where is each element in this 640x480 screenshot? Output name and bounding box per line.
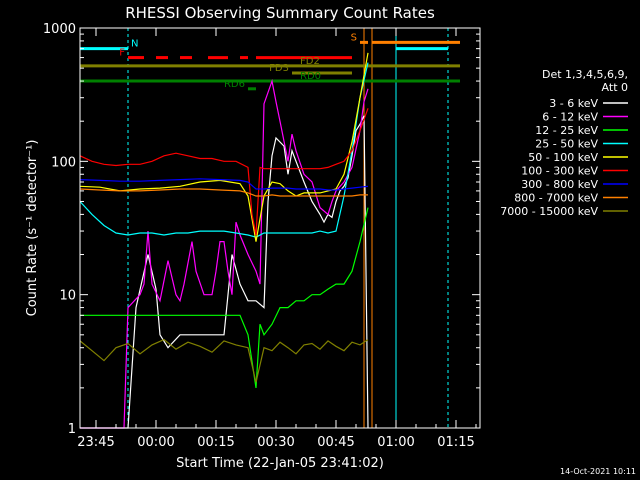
series-line-5 <box>79 108 369 236</box>
series-lines <box>79 52 369 429</box>
flag-label-fd2: FD2 <box>300 56 320 67</box>
flag-label-fd3: FD3 <box>269 63 289 74</box>
plot-frame <box>79 27 481 429</box>
legend-label-6: 300 - 800 keV <box>521 178 598 191</box>
y-tick-label-2: 100 <box>51 155 76 170</box>
flag-label-n: N <box>131 39 138 50</box>
legend-label-8: 7000 - 15000 keV <box>500 205 598 218</box>
vertical-markers <box>127 28 449 428</box>
series-line-2 <box>80 207 369 388</box>
x-axis-label: Start Time (22-Jan-05 23:41:02) <box>176 456 384 471</box>
legend-label-0: 3 - 6 keV <box>549 97 598 110</box>
series-line-1 <box>80 78 369 429</box>
series-line-3 <box>79 62 369 238</box>
flag-bars: NF S FD2 FD3 RD0 RD6 <box>80 32 460 91</box>
legend-label-1: 6 - 12 keV <box>542 111 598 124</box>
x-tick-label-6: 01:15 <box>437 435 474 450</box>
legend-label-2: 12 - 25 keV <box>535 124 598 137</box>
legend-label-5: 100 - 300 keV <box>521 165 598 178</box>
legend-header-0: Det 1,3,4,5,6,9, <box>542 68 628 81</box>
x-tick-label-4: 00:45 <box>317 435 354 450</box>
y-tick-label-3: 1000 <box>43 22 76 37</box>
x-tick-label-3: 00:30 <box>257 435 294 450</box>
legend-label-3: 25 - 50 keV <box>535 138 598 151</box>
flag-label-rd0: RD0 <box>300 71 321 82</box>
flag-label-s: S <box>351 32 357 43</box>
series-line-6 <box>79 178 369 191</box>
legend-header-1: Att 0 <box>602 81 628 94</box>
flag-label-f: F <box>119 48 125 59</box>
series-line-8 <box>79 338 369 383</box>
series-line-4 <box>79 52 369 242</box>
x-tick-label-2: 00:15 <box>197 435 234 450</box>
series-line-7 <box>79 188 368 197</box>
legend-label-7: 800 - 7000 keV <box>514 192 598 205</box>
y-tick-label-1: 10 <box>59 289 76 304</box>
x-tick-label-1: 00:00 <box>137 435 174 450</box>
flag-label-rd6: RD6 <box>224 79 245 90</box>
chart-title: RHESSI Observing Summary Count Rates <box>125 4 435 22</box>
axes: 23:45 00:00 00:15 00:30 00:45 01:00 01:15 1 10 10… <box>43 22 480 450</box>
y-axis-label: Count Rate (s⁻¹ detector⁻¹) <box>25 140 40 317</box>
y-tick-label-0: 1 <box>68 422 76 437</box>
footer-timestamp: 14-Oct-2021 10:11 <box>560 467 636 476</box>
x-tick-label-0: 23:45 <box>77 435 114 450</box>
x-tick-label-5: 01:00 <box>377 435 414 450</box>
legend-label-4: 50 - 100 keV <box>528 151 598 164</box>
